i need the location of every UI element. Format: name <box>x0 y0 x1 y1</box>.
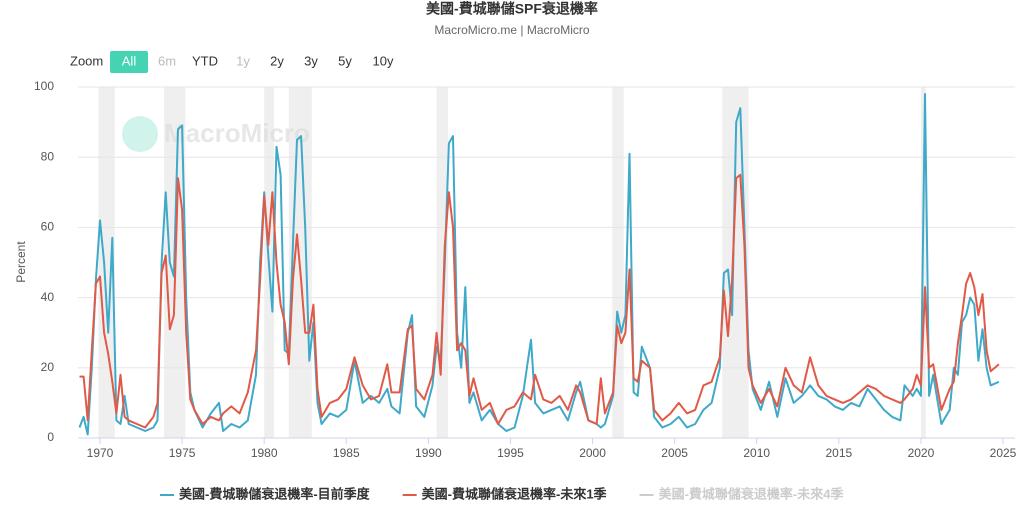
zoom-button[interactable]: 3y <box>304 53 318 68</box>
x-tick-label: 1980 <box>251 446 278 460</box>
y-tick-label: 40 <box>41 290 55 304</box>
x-tick-label: 1995 <box>497 446 524 460</box>
x-tick-label: 2005 <box>661 446 688 460</box>
y-tick-label: 0 <box>47 430 54 444</box>
y-tick-label: 80 <box>41 149 55 163</box>
zoom-label: Zoom <box>70 53 103 68</box>
zoom-button[interactable]: All <box>122 53 137 68</box>
chart-subtitle: MacroMicro.me | MacroMicro <box>434 23 589 37</box>
x-tick-label: 2000 <box>579 446 606 460</box>
zoom-button-bg <box>110 51 148 73</box>
y-tick-label: 100 <box>34 79 54 93</box>
recession-band <box>436 87 449 438</box>
zoom-button[interactable]: 5y <box>338 53 352 68</box>
recession-band <box>98 87 115 438</box>
legend-label[interactable]: 美國-費城聯儲衰退機率-目前季度 <box>179 486 371 501</box>
x-tick-label: 2010 <box>743 446 770 460</box>
zoom-button[interactable]: 1y <box>236 53 250 68</box>
watermark-icon <box>122 116 158 152</box>
x-tick-label: 1990 <box>415 446 442 460</box>
recession-band <box>612 87 624 438</box>
x-tick-label: 2025 <box>990 446 1017 460</box>
y-tick-label: 20 <box>41 360 55 374</box>
x-tick-label: 2020 <box>908 446 935 460</box>
y-axis-label: Percent <box>14 241 28 283</box>
legend-label[interactable]: 美國-費城聯儲衰退機率-未來4季 <box>659 486 844 501</box>
x-tick-label: 1985 <box>333 446 360 460</box>
x-tick-label: 2015 <box>825 446 852 460</box>
x-tick-label: 1975 <box>169 446 196 460</box>
zoom-button[interactable]: 10y <box>373 53 394 68</box>
zoom-button[interactable]: YTD <box>192 53 218 68</box>
legend-label[interactable]: 美國-費城聯儲衰退機率-未來1季 <box>422 486 607 501</box>
zoom-button[interactable]: 6m <box>158 53 176 68</box>
chart-title: 美國-費城聯儲SPF衰退機率 <box>426 1 598 17</box>
series-line <box>79 173 1000 429</box>
series-line <box>78 93 1000 436</box>
watermark: MacroMicro <box>164 118 310 148</box>
x-tick-label: 1970 <box>87 446 114 460</box>
zoom-button[interactable]: 2y <box>270 53 284 68</box>
y-tick-label: 60 <box>41 220 55 234</box>
